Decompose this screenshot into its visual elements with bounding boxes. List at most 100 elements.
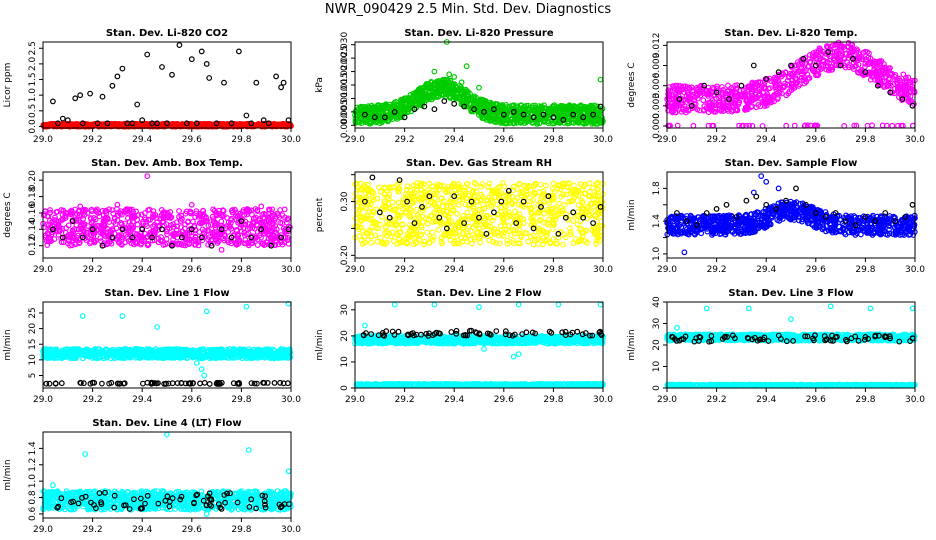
data-points [40,173,293,253]
point-dense [480,97,487,104]
point-sparse [243,112,250,119]
x-tick-label: 29.6 [494,265,514,275]
point-dense [52,120,59,128]
point-sparse [206,75,213,81]
point-dense [553,107,560,114]
point-sparse [750,62,757,69]
y-tick-label: 0.20 [340,245,350,265]
point-dense [134,221,141,228]
point-dense [593,240,600,247]
x-tick-label: 29.4 [444,265,464,275]
point-dense [414,206,420,213]
x-tick-label: 29.8 [543,135,563,145]
point-sparse [119,65,126,72]
point-dense [270,121,277,128]
point-dense [464,209,471,216]
x-tick-label: 30.0 [281,135,301,145]
x-tick-label: 29.4 [444,135,464,145]
x-tick-label: 29.2 [395,265,415,275]
point-sparse [109,82,116,89]
x-tick-label: 29.2 [395,135,415,145]
point-dense [413,96,420,102]
figure-title: NWR_090429 2.5 Min. Std. Dev. Diagnostic… [324,2,612,17]
point-dense [163,236,170,242]
x-tick-label: 29.0 [33,135,53,145]
point-dense [115,121,122,128]
point-dense [589,185,596,191]
y-tick-label: 0.012 [652,32,662,58]
point-sparse [104,120,111,127]
point-outliers [188,201,195,208]
point-sparse [50,98,56,105]
point-dense [549,226,556,233]
point-dense [368,239,375,246]
point-sparse [193,120,200,127]
point-dense [418,93,425,100]
y-tick-label: 0.30 [340,191,350,211]
point-sparse [55,120,61,127]
point-dense [379,213,385,220]
point-zeros [909,122,916,129]
point-sparse [144,51,151,58]
point-outliers [258,203,265,210]
point-sparse [164,120,170,127]
y-tick-label: 2.5 [28,41,38,55]
point-outliers [476,84,482,91]
point-dense [352,190,359,197]
point-dense [432,195,438,202]
x-tick-label: 29.0 [33,265,53,275]
point-sparse [159,64,165,70]
point-sparse [273,73,280,80]
y-tick-label: 1.5 [28,72,38,86]
point-dense [72,121,80,128]
point-dense [575,202,582,209]
x-tick-label: 29.4 [132,265,152,275]
point-sparse [99,93,106,100]
point-dense [417,92,424,99]
point-dense [282,121,289,128]
point-dense [212,123,219,130]
chart-title: Stan. Dev. Sample Flow [725,158,858,169]
x-tick-label: 29.2 [83,135,103,145]
x-tick-label: 29.6 [494,135,514,145]
point-dense [200,121,207,128]
point-dense [377,234,384,241]
point-dense [477,239,484,246]
point-sparse [59,115,66,122]
point-dense [277,207,284,213]
chart-4: Stan. Dev. Amb. Box Temp.degrees C29.0 29… [3,158,301,275]
point-dense [456,85,463,92]
data-points [664,39,918,129]
chart-title: Stan. Dev. Gas Stream RH [406,158,552,169]
point-sparse [134,101,141,108]
x-tick-label: 29.2 [83,265,103,275]
point-sparse [129,120,136,127]
point-sparse [139,117,146,124]
point-dense [355,119,362,125]
point-dense [177,122,184,129]
point-dense [414,88,420,95]
point-dense [389,199,396,206]
point-dense [529,119,535,126]
point-sparse [228,120,235,127]
point-sparse [87,90,93,97]
chart-title: Stan. Dev. Li-820 CO2 [106,28,228,39]
point-sparse [77,92,84,99]
point-outliers [144,173,151,180]
point-dense [405,106,412,113]
point-dense [424,229,431,236]
y-tick-label: 0.5 [28,104,38,118]
x-tick-label: 30.0 [281,265,301,275]
point-dense [176,208,182,214]
chart-title: Stan. Dev. Amb. Box Temp. [91,158,243,169]
point-dense [862,63,868,70]
x-tick-label: 29.4 [132,135,152,145]
data-points [352,174,606,248]
point-dense [122,123,130,130]
point-zeros [889,122,896,129]
point-dense [700,97,707,104]
point-sparse [203,61,210,67]
point-dense [512,208,518,215]
point-sparse [260,117,267,124]
